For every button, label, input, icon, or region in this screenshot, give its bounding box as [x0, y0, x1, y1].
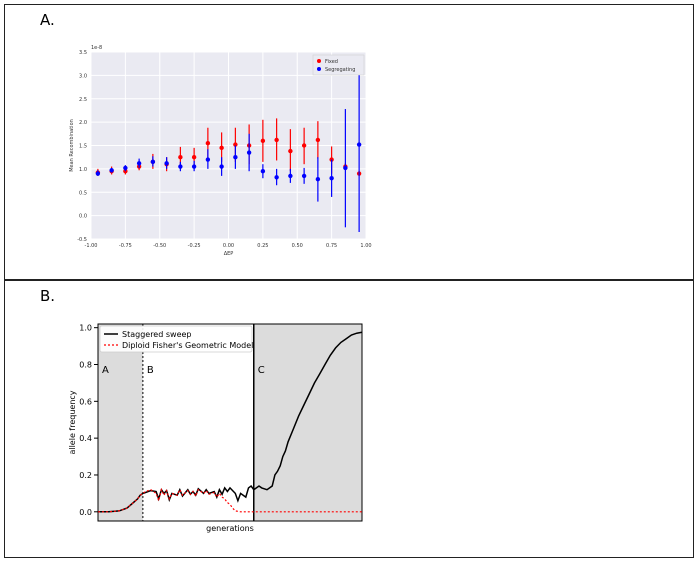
panel-a: A. [4, 4, 694, 280]
x-tick-label: 0.00 [223, 243, 234, 249]
legend-label: Segregating [325, 67, 355, 73]
point-segregating [109, 168, 114, 173]
point-segregating [288, 173, 293, 179]
point-segregating [178, 164, 183, 169]
point-fixed [274, 137, 279, 143]
point-segregating [191, 164, 197, 169]
region-label-a: A [102, 365, 109, 376]
y-tick-label: 0.6 [79, 397, 92, 406]
panel-b: B. [4, 280, 694, 558]
y-tick-label: 3.5 [79, 50, 87, 56]
point-segregating [356, 142, 362, 147]
y-tick-label: 2.0 [79, 120, 87, 126]
point-segregating [301, 173, 307, 179]
point-segregating [136, 161, 142, 166]
x-tick-label: 1.00 [360, 243, 371, 249]
y-tick-label: 0.5 [79, 190, 87, 196]
y-tick-label: 1.5 [79, 144, 87, 150]
point-segregating [246, 150, 252, 155]
y-tick-label: 0.2 [79, 471, 92, 480]
legend-label: Fixed [325, 59, 338, 65]
region-label-b: B [147, 365, 154, 376]
legend-label: Staggered sweep [122, 330, 191, 339]
point-segregating [164, 161, 169, 166]
point-fixed [260, 138, 266, 144]
point-fixed [219, 145, 224, 151]
point-segregating [123, 165, 128, 171]
point-fixed [315, 137, 321, 143]
point-segregating [260, 169, 266, 174]
legend-box [312, 54, 365, 76]
y-scale-note: 1e-8 [91, 45, 102, 51]
x-axis-label: ΔEP [224, 251, 234, 257]
region-label-c: C [258, 365, 265, 376]
legend-marker [317, 59, 321, 63]
point-segregating [205, 157, 211, 162]
point-fixed [191, 154, 197, 160]
x-tick-label: -1.00 [85, 243, 98, 249]
x-tick-label: -0.50 [153, 243, 166, 249]
y-tick-label: 0.0 [79, 508, 92, 517]
point-segregating [219, 164, 224, 169]
y-tick-label: 0.0 [79, 214, 87, 220]
point-segregating [343, 165, 348, 171]
y-tick-label: 1.0 [79, 167, 87, 173]
point-segregating [315, 176, 321, 182]
series-line-fisher-model [98, 487, 362, 513]
point-fixed [301, 143, 307, 148]
point-segregating [329, 176, 334, 181]
x-tick-label: 0.50 [292, 243, 303, 249]
point-segregating [233, 154, 238, 160]
legend-box [99, 325, 253, 353]
axes-frame [97, 323, 363, 522]
x-tick-label: -0.25 [188, 243, 201, 249]
y-tick-label: 2.5 [79, 97, 87, 103]
x-tick-label: 0.75 [326, 243, 337, 249]
panel-a-label: A. [40, 11, 55, 29]
shaded-region-c [253, 324, 362, 521]
point-fixed [178, 154, 183, 160]
x-tick-label: 0.25 [257, 243, 268, 249]
x-axis-label: generations [206, 524, 254, 533]
legend-label: Diploid Fisher's Geometric Model [122, 341, 253, 350]
y-axis-label: allele frequency [68, 390, 77, 454]
legend-marker [317, 67, 321, 71]
point-segregating [274, 175, 279, 180]
y-axis-label: Mean Recombination [69, 119, 75, 172]
x-tick-label: -0.75 [119, 243, 132, 249]
series-line-staggered-sweep [98, 331, 363, 513]
panel-b-label: B. [40, 287, 56, 305]
y-tick-label: 0.4 [79, 434, 92, 443]
point-fixed [205, 140, 211, 146]
point-segregating [95, 171, 101, 176]
point-segregating [150, 159, 156, 165]
y-tick-label: 3.0 [79, 73, 87, 79]
y-tick-label: 0.8 [79, 361, 92, 370]
point-fixed [233, 142, 238, 147]
y-tick-label: 1.0 [79, 324, 92, 333]
shaded-region-a [98, 324, 143, 521]
y-tick-label: -0.5 [77, 237, 87, 243]
point-fixed [288, 148, 293, 154]
